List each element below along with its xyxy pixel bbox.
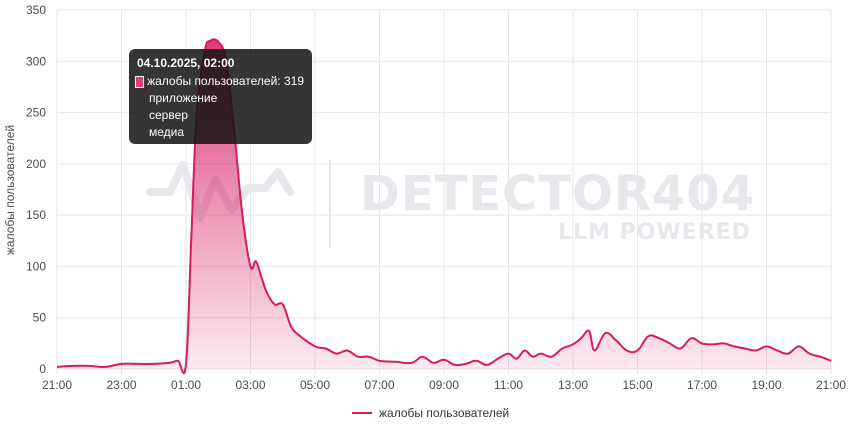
watermark-title: DETECTOR404	[360, 166, 755, 222]
watermark: DETECTOR404 LLM POWERED	[146, 160, 755, 248]
x-tick-label: 23:00	[106, 378, 136, 392]
x-tick-label: 03:00	[235, 378, 265, 392]
x-axis-ticks: 21:00 23:00 01:00 03:00 05:00 07:00 09:00 11:00…	[42, 378, 846, 392]
x-tick-label: 05:00	[300, 378, 330, 392]
y-axis-ticks: 0 50 100 150 200 250 300 350	[26, 3, 46, 376]
x-tick-label: 21:00	[816, 378, 846, 392]
y-tick-label: 0	[39, 362, 46, 376]
chart-tooltip: 04.10.2025, 02:00 жалобы пользователей: …	[129, 49, 312, 144]
tooltip-series-row: жалобы пользователей: 319	[135, 73, 304, 90]
x-tick-label: 15:00	[622, 378, 652, 392]
watermark-subtitle: LLM POWERED	[558, 220, 751, 245]
y-tick-label: 300	[26, 54, 46, 68]
x-tick-label: 09:00	[429, 378, 459, 392]
y-axis-label: жалобы пользователей	[3, 125, 17, 255]
y-tick-label: 250	[26, 106, 46, 120]
tooltip-extra-2: сервер	[149, 108, 188, 122]
y-tick-label: 100	[26, 259, 46, 273]
x-tick-label: 19:00	[751, 378, 781, 392]
tooltip-title: 04.10.2025, 02:00	[137, 56, 235, 70]
y-tick-label: 150	[26, 208, 46, 222]
x-tick-label: 21:00	[42, 378, 72, 392]
series-area	[57, 39, 831, 374]
legend-label[interactable]: жалобы пользователей	[379, 406, 509, 420]
x-tick-label: 17:00	[687, 378, 717, 392]
legend[interactable]: жалобы пользователей	[352, 406, 509, 420]
y-tick-label: 200	[26, 157, 46, 171]
tooltip-extra-1: приложение	[149, 91, 218, 105]
tooltip-swatch	[135, 75, 145, 88]
tooltip-extra-3: медиа	[149, 125, 185, 139]
x-tick-label: 13:00	[558, 378, 588, 392]
y-tick-label: 50	[33, 311, 47, 325]
x-tick-label: 07:00	[364, 378, 394, 392]
x-tick-label: 01:00	[171, 378, 201, 392]
y-tick-label: 350	[26, 3, 46, 17]
tooltip-series-value: жалобы пользователей: 319	[147, 74, 304, 88]
x-tick-label: 11:00	[494, 378, 523, 392]
